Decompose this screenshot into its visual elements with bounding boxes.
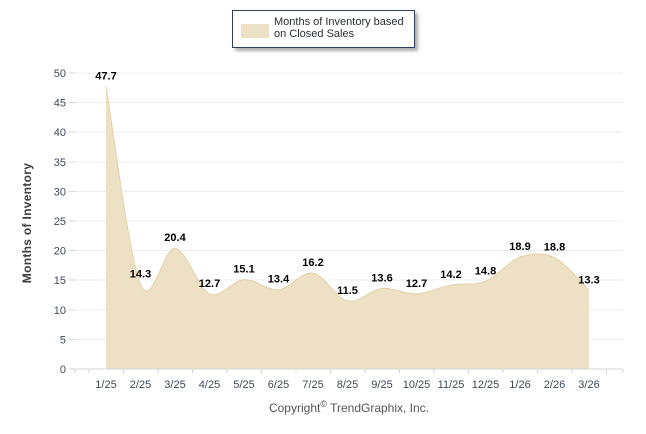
svg-text:14.3: 14.3: [130, 268, 151, 280]
svg-text:3/25: 3/25: [164, 379, 185, 391]
svg-text:3/26: 3/26: [578, 379, 599, 391]
svg-text:14.2: 14.2: [440, 269, 461, 281]
svg-text:11.5: 11.5: [337, 285, 358, 297]
svg-text:0: 0: [60, 364, 66, 376]
svg-text:2/26: 2/26: [544, 379, 565, 391]
legend-swatch-icon: [241, 24, 269, 38]
svg-text:5: 5: [60, 334, 66, 346]
svg-text:12.7: 12.7: [406, 278, 427, 290]
svg-text:14.8: 14.8: [475, 265, 496, 277]
svg-text:10: 10: [54, 305, 66, 317]
y-axis-labels: 0 5 10 15 20 25 30 35 40 45 50: [54, 68, 66, 376]
svg-text:20: 20: [54, 246, 66, 258]
svg-text:12.7: 12.7: [199, 278, 220, 290]
legend-label-line1: Months of Inventory based: [274, 16, 404, 28]
svg-text:16.2: 16.2: [302, 257, 323, 269]
svg-text:50: 50: [54, 68, 66, 80]
x-axis-labels: 1/25 2/25 3/25 4/25 5/25 6/25 7/25 8/25 9/25 10/2…: [95, 379, 599, 391]
svg-text:1/25: 1/25: [95, 379, 116, 391]
svg-text:1/26: 1/26: [509, 379, 530, 391]
y-axis-title: Months of Inventory: [20, 162, 34, 284]
svg-text:13.6: 13.6: [371, 272, 392, 284]
svg-text:25: 25: [54, 216, 66, 228]
data-point-labels: 47.7 14.3 20.4 12.7 15.1 13.4 16.2 11.5 13.6 12.7…: [95, 71, 599, 297]
svg-text:40: 40: [54, 127, 66, 139]
legend: Months of Inventory based on Closed Sale…: [232, 10, 415, 48]
svg-text:11/25: 11/25: [438, 379, 465, 391]
area-series: [105, 86, 590, 370]
svg-text:35: 35: [54, 157, 66, 169]
svg-text:9/25: 9/25: [371, 379, 392, 391]
svg-text:47.7: 47.7: [95, 71, 116, 83]
svg-text:20.4: 20.4: [164, 232, 186, 244]
legend-label: Months of Inventory based on Closed Sale…: [274, 15, 404, 40]
svg-text:30: 30: [54, 186, 66, 198]
copyright-suffix: TrendGraphix, Inc.: [326, 401, 430, 415]
copyright-text: Copyright© TrendGraphix, Inc.: [75, 399, 623, 415]
svg-text:15.1: 15.1: [233, 264, 254, 276]
svg-text:8/25: 8/25: [337, 379, 358, 391]
svg-text:5/25: 5/25: [233, 379, 254, 391]
copyright-symbol-icon: ©: [320, 399, 327, 409]
svg-text:12/25: 12/25: [472, 379, 500, 391]
svg-text:10/25: 10/25: [403, 379, 431, 391]
svg-text:6/25: 6/25: [268, 379, 289, 391]
svg-text:13.4: 13.4: [268, 274, 290, 286]
svg-text:2/25: 2/25: [130, 379, 151, 391]
copyright-prefix: Copyright: [268, 401, 321, 415]
svg-text:15: 15: [54, 275, 66, 287]
svg-text:7/25: 7/25: [302, 379, 323, 391]
x-axis-ticks: [74, 369, 624, 373]
svg-text:18.9: 18.9: [509, 241, 530, 253]
legend-label-line2: on Closed Sales: [274, 28, 355, 40]
svg-text:18.8: 18.8: [544, 242, 565, 254]
y-axis-ticks: [69, 72, 75, 370]
svg-text:45: 45: [54, 98, 66, 110]
svg-text:13.3: 13.3: [578, 274, 599, 286]
svg-text:4/25: 4/25: [199, 379, 220, 391]
